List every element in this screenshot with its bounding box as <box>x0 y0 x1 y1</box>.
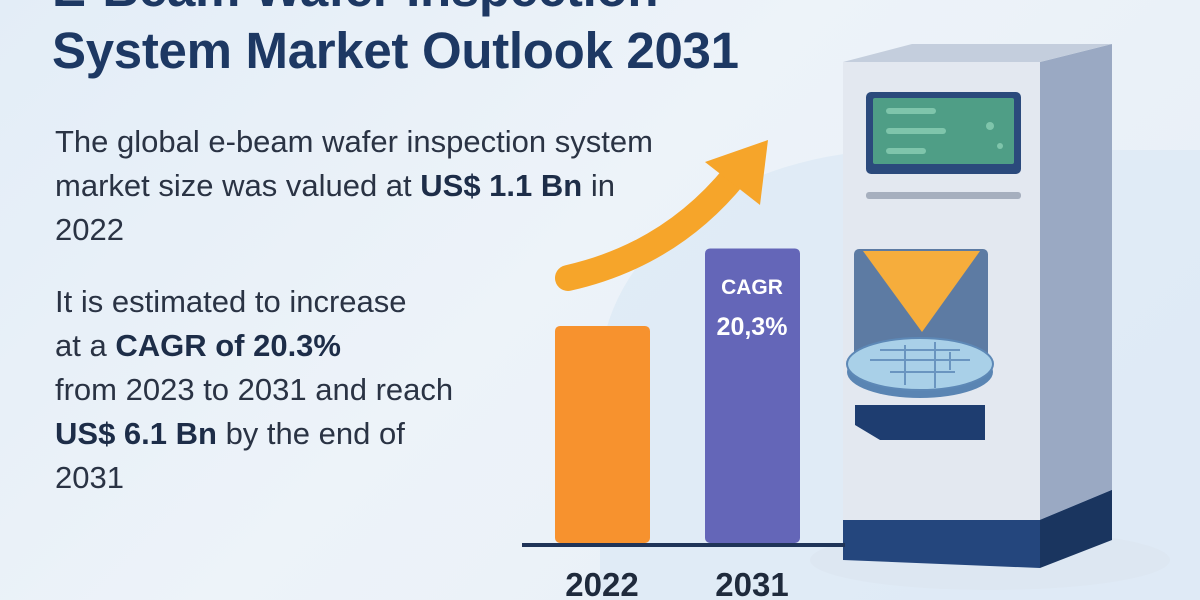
text: from 2023 to 2031 and reach <box>55 372 454 407</box>
growth-arrow-head-icon <box>705 140 768 205</box>
text: 2031 <box>55 460 124 495</box>
growth-arrow-icon <box>555 162 748 291</box>
bar-2031 <box>705 248 800 543</box>
bar-label-cagr-value: 20,3% <box>717 313 788 341</box>
text: at a <box>55 328 116 363</box>
title-line-2: System Market Outlook 2031 <box>52 22 739 79</box>
market-size-text: The global e-beam wafer inspection syste… <box>55 120 655 252</box>
text: in 2022 <box>55 168 615 247</box>
bar-label-cagr: CAGR <box>721 276 783 299</box>
text: by the end of <box>216 416 405 451</box>
x-tick-label-2022: 2022 <box>565 566 638 600</box>
bar-2022 <box>555 325 650 543</box>
value-2022: US$ 1.1 Bn <box>420 168 583 203</box>
inspection-machine-illustration <box>810 44 1170 590</box>
title-line-1: E-Beam Wafer Inspection <box>52 0 739 20</box>
x-tick-label-2031: 2031 <box>715 566 788 600</box>
bars-group <box>555 248 800 543</box>
text: It is estimated to increase <box>55 284 407 319</box>
cagr-value: CAGR of 20.3% <box>115 328 341 363</box>
value-2031: US$ 6.1 Bn <box>55 416 217 451</box>
text: The global e-beam wafer inspection syste… <box>55 124 653 203</box>
forecast-text: It is estimated to increase at a CAGR of… <box>55 280 453 500</box>
page-title: E-Beam Wafer Inspection System Market Ou… <box>52 0 739 82</box>
